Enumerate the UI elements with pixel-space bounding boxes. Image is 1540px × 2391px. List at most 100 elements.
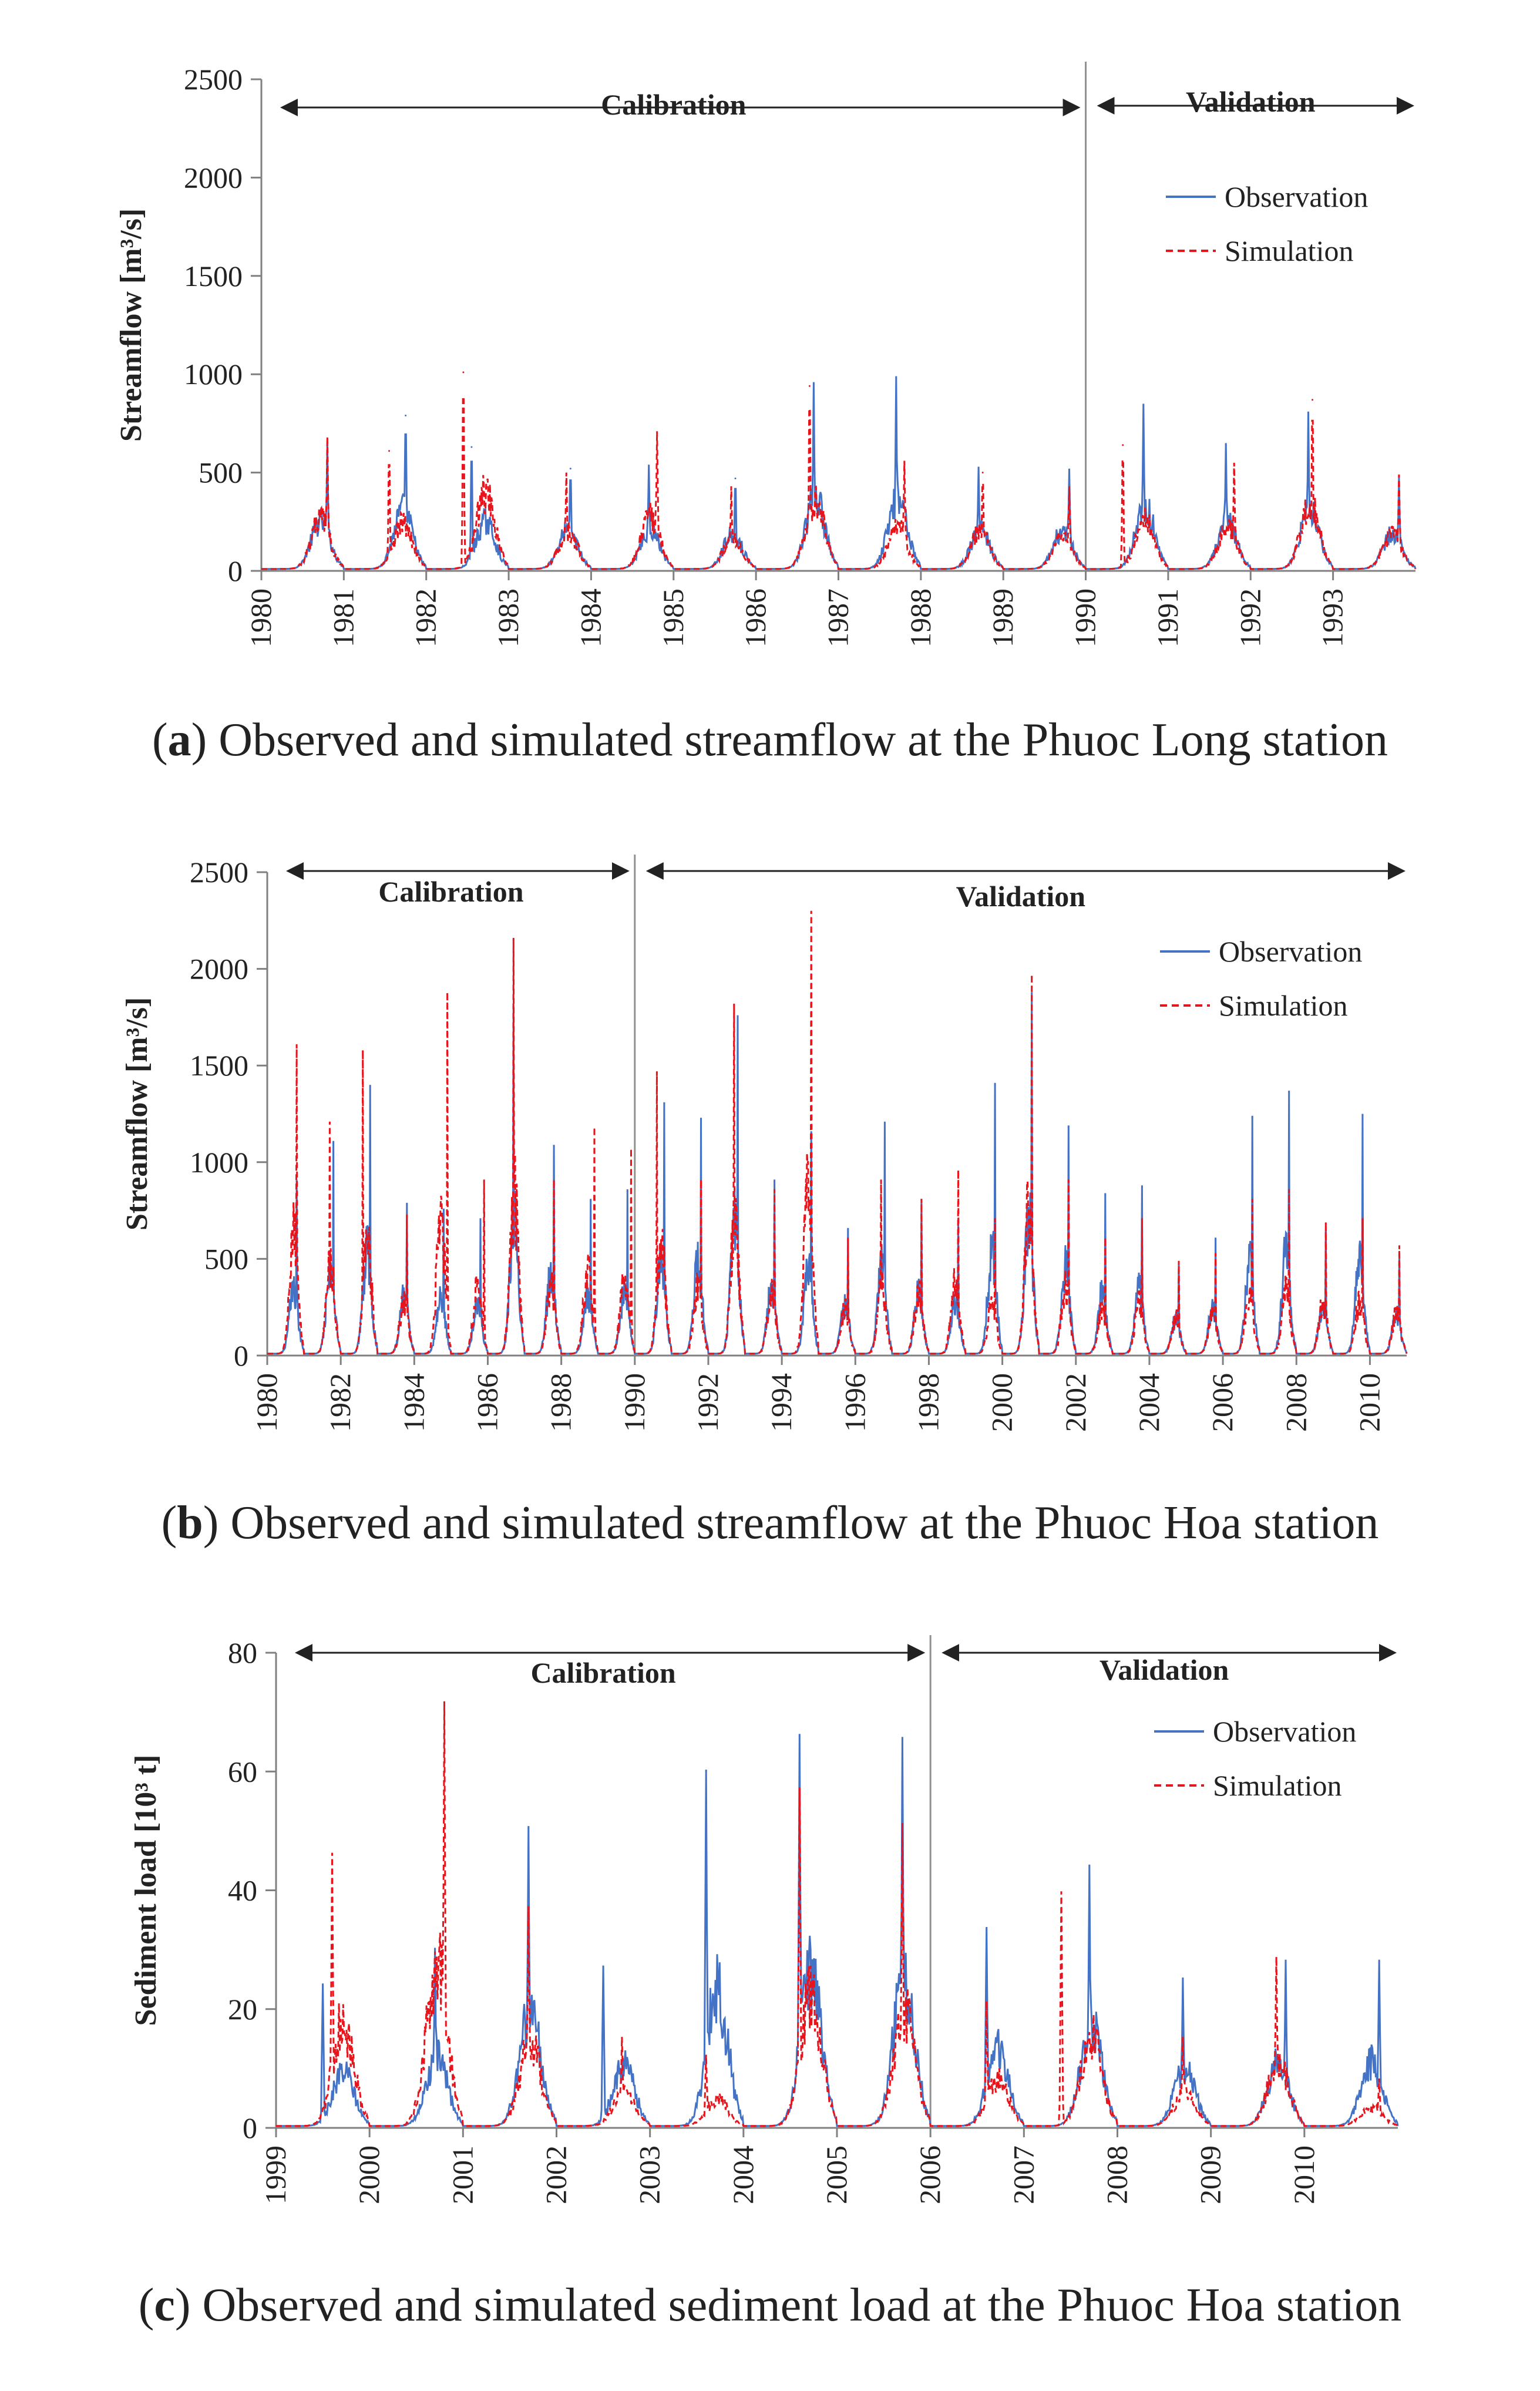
y-tick-label: 2000 xyxy=(190,953,248,986)
validation-label: Validation xyxy=(1099,1653,1229,1686)
x-tick-label: 1981 xyxy=(327,588,359,647)
x-tick-label: 1983 xyxy=(492,588,524,647)
y-tick-label: 0 xyxy=(243,2111,257,2144)
observation-point xyxy=(1378,1960,1380,1963)
x-tick-label: 1984 xyxy=(397,1373,430,1432)
observation-point xyxy=(994,1084,996,1086)
legend-observation-label: Observation xyxy=(1225,180,1368,213)
x-tick-label: 1992 xyxy=(691,1373,724,1432)
observation-point xyxy=(1251,1117,1253,1119)
caption-c: (c) Observed and simulated sediment load… xyxy=(138,2279,1402,2331)
legend-simulation-label: Simulation xyxy=(1213,1769,1341,1802)
y-tick-label: 500 xyxy=(199,456,243,489)
calibration-label: Calibration xyxy=(530,1656,675,1689)
observation-point xyxy=(434,1949,436,1951)
simulation-point xyxy=(1060,1892,1062,1895)
x-tick-label: 2002 xyxy=(540,2145,573,2204)
y-tick-label: 80 xyxy=(228,1636,257,1669)
simulation-point xyxy=(1312,399,1314,401)
observation-point xyxy=(774,1181,776,1183)
chart-panel-b: 0 500 1000 1500 2000 2500 Streamflow [m³/s] 198… xyxy=(120,855,1408,1432)
simulation-point xyxy=(1215,1254,1217,1256)
y-tick-label: 1000 xyxy=(184,358,243,391)
observation-point xyxy=(901,1738,903,1740)
x-tick-label: 1990 xyxy=(618,1373,651,1432)
x-tick-label: 2007 xyxy=(1007,2145,1040,2204)
x-tick-label: 1985 xyxy=(657,588,690,647)
y-tick-label: 60 xyxy=(228,1755,257,1788)
caption-b: (b) Observed and simulated streamflow at… xyxy=(161,1497,1379,1549)
observation-point xyxy=(1225,444,1227,446)
observation-point xyxy=(895,377,897,379)
legend-simulation-label: Simulation xyxy=(1225,234,1353,267)
calibration-label: Calibration xyxy=(378,875,523,908)
observation-point xyxy=(1182,1978,1184,1980)
observation-series-line xyxy=(276,1734,1399,2127)
observation-point xyxy=(1285,1960,1287,1963)
simulation-point xyxy=(901,1824,903,1826)
observation-point xyxy=(986,1928,988,1930)
simulation-point xyxy=(295,1045,298,1047)
simulation-point xyxy=(1361,1219,1364,1222)
simulation-point xyxy=(553,1181,555,1183)
x-tick-label: 2005 xyxy=(820,2145,853,2204)
simulation-point xyxy=(328,1122,331,1125)
observation-point xyxy=(1288,1091,1290,1094)
observation-series-line xyxy=(261,376,1417,570)
observation-point xyxy=(1141,1186,1143,1189)
x-tick-label: 2000 xyxy=(352,2145,385,2204)
simulation-point xyxy=(483,1181,485,1183)
observation-point xyxy=(406,1203,408,1206)
x-tick-label: 1988 xyxy=(904,588,937,647)
observation-point xyxy=(1068,469,1070,472)
x-tick-label: 1992 xyxy=(1233,588,1266,647)
simulation-point xyxy=(388,450,391,452)
x-tick-label: 2010 xyxy=(1353,1373,1386,1432)
observation-point xyxy=(553,1145,555,1148)
x-tick-label: 2003 xyxy=(633,2145,666,2204)
simulation-point xyxy=(700,1181,702,1183)
observation-point xyxy=(442,1209,445,1212)
observation-point xyxy=(626,1190,628,1192)
legend-simulation-label: Simulation xyxy=(1219,989,1347,1022)
simulation-point xyxy=(1378,2079,1380,2081)
simulation-point xyxy=(920,1200,923,1202)
observation-point xyxy=(1307,412,1310,415)
simulation-point xyxy=(994,1219,996,1222)
simulation-point xyxy=(656,432,658,435)
chart-panel-c: 0 20 40 60 80 Sediment load [10³ t] 1999 2000 20… xyxy=(129,1635,1399,2204)
simulation-point xyxy=(462,371,465,374)
simulation-point xyxy=(798,1788,801,1791)
observation-point xyxy=(1104,1194,1107,1196)
simulation-point xyxy=(981,472,984,474)
caption-a-text: Observed and simulated streamflow at the… xyxy=(218,714,1388,766)
simulation-point xyxy=(527,1907,530,1909)
y-axis-label: Sediment load [10³ t] xyxy=(129,1755,163,2026)
x-tick-label: 1990 xyxy=(1069,588,1102,647)
simulation-point xyxy=(986,2002,988,2005)
simulation-point xyxy=(1178,1262,1180,1264)
simulation-point xyxy=(1068,487,1070,489)
simulation-point xyxy=(1288,1190,1290,1192)
y-tick-label: 20 xyxy=(228,1993,257,2026)
y-tick-label: 2000 xyxy=(184,161,243,194)
y-tick-label: 1500 xyxy=(190,1049,248,1082)
legend-observation-label: Observation xyxy=(1219,935,1362,968)
observation-series-line xyxy=(267,992,1408,1355)
caption-c-text: Observed and simulated sediment load at … xyxy=(202,2279,1402,2331)
simulation-point xyxy=(808,385,811,387)
x-tick-label: 1980 xyxy=(250,1373,283,1432)
observation-point xyxy=(470,446,473,448)
x-tick-label: 1980 xyxy=(244,588,277,647)
x-tick-label: 2006 xyxy=(913,2145,946,2204)
simulation-point xyxy=(362,1051,364,1053)
simulation-point xyxy=(1233,463,1235,466)
x-tick-label: 1986 xyxy=(470,1373,503,1432)
caption-b-letter: b xyxy=(177,1497,203,1549)
simulation-point xyxy=(880,1181,882,1183)
y-axis-label: Streamflow [m³/s] xyxy=(115,209,148,442)
x-tick-label: 1986 xyxy=(739,588,772,647)
observation-point xyxy=(602,1966,604,1969)
y-tick-label: 2500 xyxy=(184,63,243,96)
y-tick-label: 1000 xyxy=(190,1146,248,1179)
